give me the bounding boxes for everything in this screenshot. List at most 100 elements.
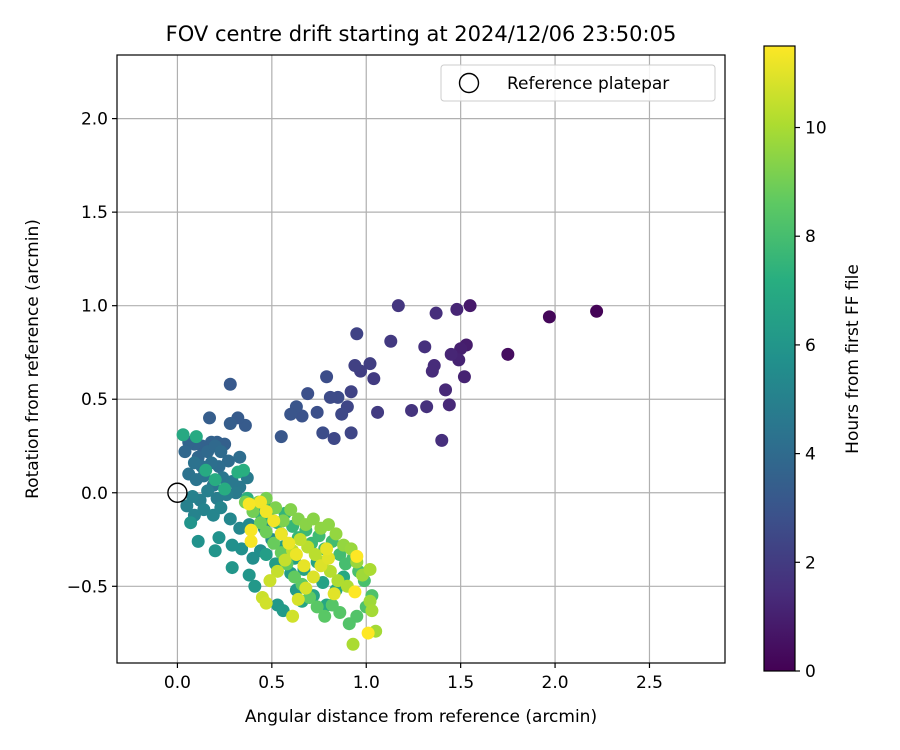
data-point	[259, 596, 273, 610]
y-tick-label: 1.5	[81, 203, 108, 223]
data-point	[246, 551, 260, 565]
data-point	[225, 538, 239, 552]
data-point	[365, 604, 379, 618]
data-point	[439, 383, 453, 397]
data-point	[291, 592, 305, 606]
reference-platepar-marker	[167, 482, 188, 503]
data-point	[237, 463, 251, 477]
data-point	[463, 299, 477, 313]
data-point	[316, 426, 330, 440]
data-point	[225, 561, 239, 575]
data-point	[327, 587, 341, 601]
data-point	[501, 347, 515, 361]
data-point	[590, 304, 604, 318]
data-point	[187, 456, 201, 470]
plot-area-frame	[116, 54, 726, 664]
y-tick-label: 1.0	[81, 297, 108, 317]
data-point	[274, 430, 288, 444]
data-point	[306, 570, 320, 584]
data-point	[323, 564, 337, 578]
data-point	[457, 370, 471, 384]
data-point	[223, 377, 237, 391]
colorbar-tick-label: 6	[805, 336, 816, 356]
data-point	[286, 609, 300, 623]
data-point	[274, 527, 288, 541]
data-point	[284, 407, 298, 421]
data-point	[442, 398, 456, 412]
data-point	[233, 450, 247, 464]
data-point	[201, 484, 215, 498]
colorbar-tick-label: 0	[805, 662, 816, 682]
data-point	[301, 387, 315, 401]
data-point	[287, 570, 301, 584]
data-point	[270, 564, 284, 578]
data-point	[214, 501, 228, 515]
data-point	[363, 562, 377, 576]
data-point	[321, 518, 335, 532]
x-tick-label: 2.0	[542, 673, 569, 693]
colorbar: 0 2 4 6 8 10 Hours from first FF file	[763, 45, 863, 682]
data-point	[248, 579, 262, 593]
data-point	[361, 626, 375, 640]
data-point	[208, 473, 222, 487]
data-point	[346, 637, 360, 651]
data-point	[310, 600, 324, 614]
data-point	[203, 411, 217, 425]
data-point	[259, 547, 273, 561]
data-point	[320, 542, 334, 556]
data-point	[306, 512, 320, 526]
data-point	[318, 609, 332, 623]
data-point	[221, 454, 235, 468]
x-tick-label: 0.0	[164, 673, 191, 693]
data-point	[299, 581, 313, 595]
data-point	[184, 516, 198, 530]
data-point	[176, 428, 190, 442]
data-point	[276, 604, 290, 618]
data-point	[178, 445, 192, 459]
data-point	[242, 497, 256, 511]
data-point	[542, 310, 556, 324]
data-point	[282, 536, 296, 550]
data-point	[186, 490, 200, 504]
data-point	[267, 536, 281, 550]
data-point	[244, 523, 258, 537]
data-point	[218, 482, 232, 496]
data-point	[320, 370, 334, 384]
x-tick-label: 2.5	[636, 673, 663, 693]
data-point	[371, 405, 385, 419]
y-tick-label: 2.0	[81, 110, 108, 130]
data-point	[342, 617, 356, 631]
data-point	[254, 516, 268, 530]
data-point	[278, 553, 292, 567]
colorbar-ticks: 0 2 4 6 8 10	[795, 119, 827, 682]
data-point	[212, 531, 226, 545]
scatter-points	[167, 299, 604, 651]
data-point	[348, 585, 362, 599]
data-point	[327, 432, 341, 446]
x-tick-label: 1.5	[447, 673, 474, 693]
data-point	[276, 514, 290, 528]
data-point	[180, 499, 194, 513]
data-point	[197, 503, 211, 517]
y-axis-ticks: −0.5 0.0 0.5 1.0 1.5 2.0	[67, 110, 117, 597]
data-point	[191, 534, 205, 548]
data-point	[329, 527, 343, 541]
colorbar-tick-label: 2	[805, 553, 816, 573]
data-point	[450, 302, 464, 316]
data-point	[297, 559, 311, 573]
colorbar-tick-label: 4	[805, 445, 816, 465]
data-point	[254, 495, 268, 509]
data-point	[259, 504, 273, 518]
data-point	[425, 364, 439, 378]
data-point	[259, 525, 273, 539]
data-point	[367, 372, 381, 386]
data-point	[310, 405, 324, 419]
data-point	[331, 574, 345, 588]
data-point	[208, 544, 222, 558]
data-point	[323, 390, 337, 404]
colorbar-tick-label: 10	[805, 119, 827, 139]
data-point	[384, 334, 398, 348]
data-point	[420, 400, 434, 414]
legend-box	[440, 64, 716, 102]
